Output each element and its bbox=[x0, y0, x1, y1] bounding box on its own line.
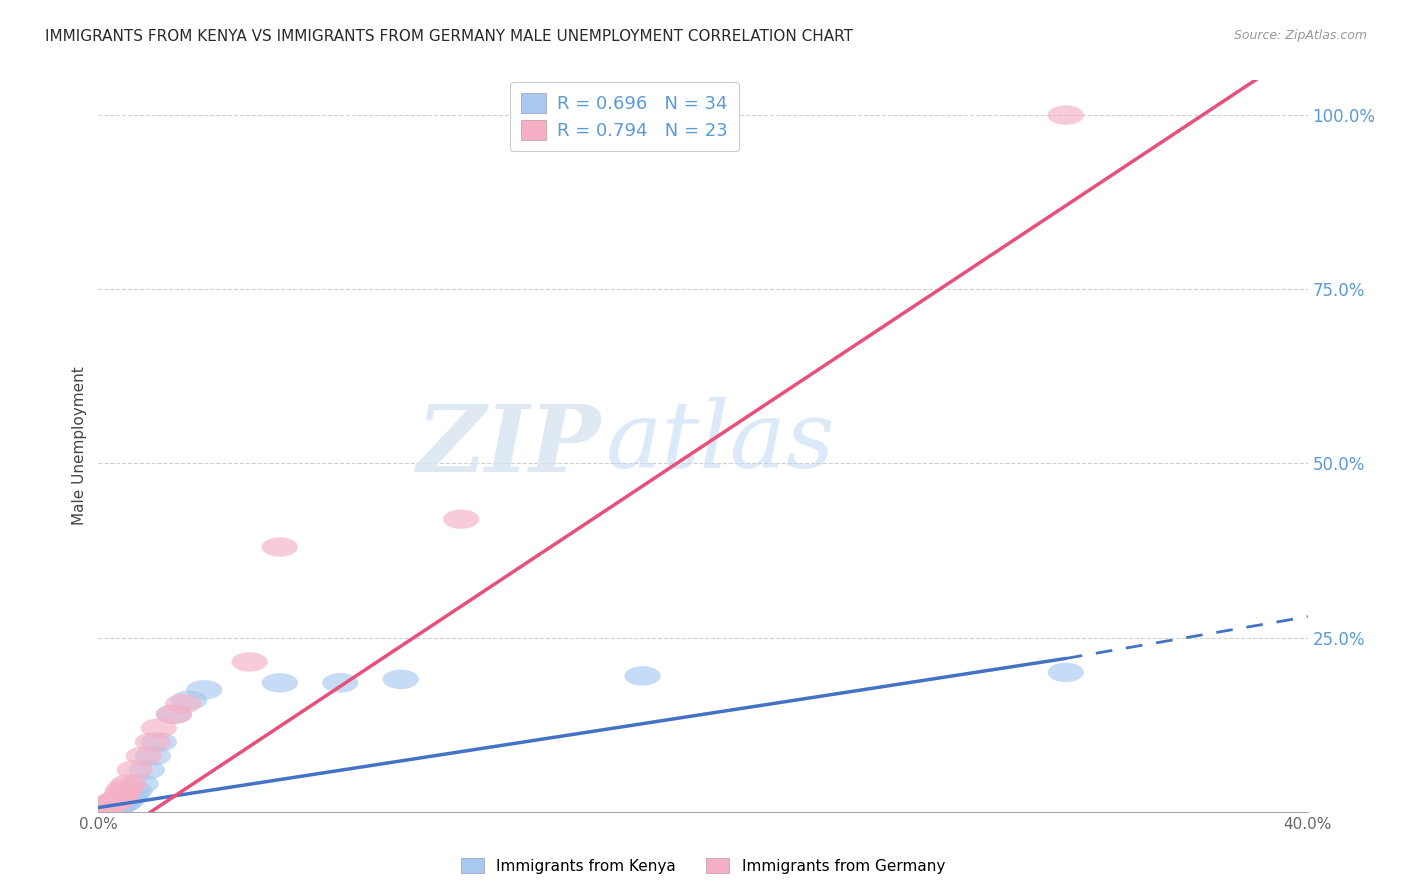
Ellipse shape bbox=[111, 788, 146, 807]
Ellipse shape bbox=[104, 781, 141, 801]
Legend: R = 0.696   N = 34, R = 0.794   N = 23: R = 0.696 N = 34, R = 0.794 N = 23 bbox=[510, 82, 738, 151]
Ellipse shape bbox=[101, 791, 138, 811]
Ellipse shape bbox=[90, 798, 125, 818]
Ellipse shape bbox=[156, 705, 193, 724]
Ellipse shape bbox=[96, 791, 132, 811]
Ellipse shape bbox=[262, 673, 298, 692]
Ellipse shape bbox=[111, 774, 146, 794]
Ellipse shape bbox=[101, 795, 138, 814]
Ellipse shape bbox=[186, 680, 222, 699]
Ellipse shape bbox=[135, 732, 172, 752]
Ellipse shape bbox=[172, 690, 207, 710]
Ellipse shape bbox=[156, 705, 193, 724]
Ellipse shape bbox=[90, 799, 125, 819]
Ellipse shape bbox=[90, 795, 125, 814]
Ellipse shape bbox=[83, 801, 120, 820]
Ellipse shape bbox=[117, 781, 153, 801]
Ellipse shape bbox=[90, 800, 125, 820]
Ellipse shape bbox=[96, 797, 132, 816]
Ellipse shape bbox=[232, 652, 267, 672]
Ellipse shape bbox=[135, 747, 172, 765]
Ellipse shape bbox=[93, 794, 129, 814]
Ellipse shape bbox=[443, 509, 479, 529]
Ellipse shape bbox=[104, 789, 141, 809]
Ellipse shape bbox=[382, 670, 419, 690]
Ellipse shape bbox=[129, 760, 165, 780]
Ellipse shape bbox=[624, 666, 661, 686]
Ellipse shape bbox=[262, 537, 298, 557]
Text: IMMIGRANTS FROM KENYA VS IMMIGRANTS FROM GERMANY MALE UNEMPLOYMENT CORRELATION C: IMMIGRANTS FROM KENYA VS IMMIGRANTS FROM… bbox=[45, 29, 853, 44]
Ellipse shape bbox=[322, 673, 359, 692]
Ellipse shape bbox=[83, 801, 120, 820]
Ellipse shape bbox=[86, 800, 122, 820]
Legend: Immigrants from Kenya, Immigrants from Germany: Immigrants from Kenya, Immigrants from G… bbox=[456, 852, 950, 880]
Ellipse shape bbox=[86, 800, 122, 820]
Ellipse shape bbox=[86, 798, 122, 818]
Ellipse shape bbox=[98, 794, 135, 814]
Ellipse shape bbox=[1047, 663, 1084, 682]
Ellipse shape bbox=[125, 747, 162, 765]
Ellipse shape bbox=[122, 774, 159, 794]
Ellipse shape bbox=[96, 795, 132, 814]
Ellipse shape bbox=[93, 797, 129, 817]
Ellipse shape bbox=[114, 785, 150, 804]
Ellipse shape bbox=[96, 798, 132, 818]
Ellipse shape bbox=[107, 791, 143, 811]
Ellipse shape bbox=[107, 778, 143, 797]
Ellipse shape bbox=[98, 797, 135, 816]
Text: atlas: atlas bbox=[606, 397, 835, 487]
Ellipse shape bbox=[101, 788, 138, 807]
Ellipse shape bbox=[117, 760, 153, 780]
Text: Source: ZipAtlas.com: Source: ZipAtlas.com bbox=[1233, 29, 1367, 42]
Ellipse shape bbox=[141, 732, 177, 752]
Ellipse shape bbox=[86, 801, 122, 820]
Text: ZIP: ZIP bbox=[416, 401, 600, 491]
Ellipse shape bbox=[141, 718, 177, 738]
Ellipse shape bbox=[93, 799, 129, 819]
Ellipse shape bbox=[165, 694, 201, 714]
Ellipse shape bbox=[98, 791, 135, 811]
Y-axis label: Male Unemployment: Male Unemployment bbox=[72, 367, 87, 525]
Ellipse shape bbox=[1047, 105, 1084, 125]
Ellipse shape bbox=[104, 785, 141, 804]
Ellipse shape bbox=[104, 794, 141, 814]
Ellipse shape bbox=[93, 797, 129, 816]
Ellipse shape bbox=[90, 797, 125, 817]
